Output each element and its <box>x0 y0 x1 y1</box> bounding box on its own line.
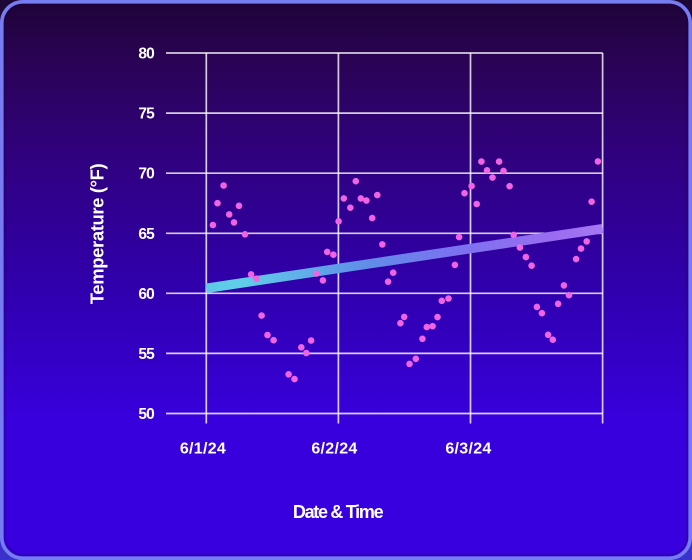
svg-text:55: 55 <box>138 346 155 363</box>
svg-text:Temperature (°F): Temperature (°F) <box>87 164 108 305</box>
svg-text:75: 75 <box>138 106 155 123</box>
svg-text:65: 65 <box>138 226 155 243</box>
svg-text:50: 50 <box>138 406 154 423</box>
svg-text:80: 80 <box>138 46 154 63</box>
svg-text:6/1/24: 6/1/24 <box>180 441 226 458</box>
svg-text:Date & Time: Date & Time <box>293 502 384 522</box>
svg-text:6/3/24: 6/3/24 <box>445 441 491 458</box>
svg-text:6/2/24: 6/2/24 <box>311 441 357 458</box>
svg-text:60: 60 <box>138 286 154 303</box>
svg-text:70: 70 <box>138 166 154 183</box>
